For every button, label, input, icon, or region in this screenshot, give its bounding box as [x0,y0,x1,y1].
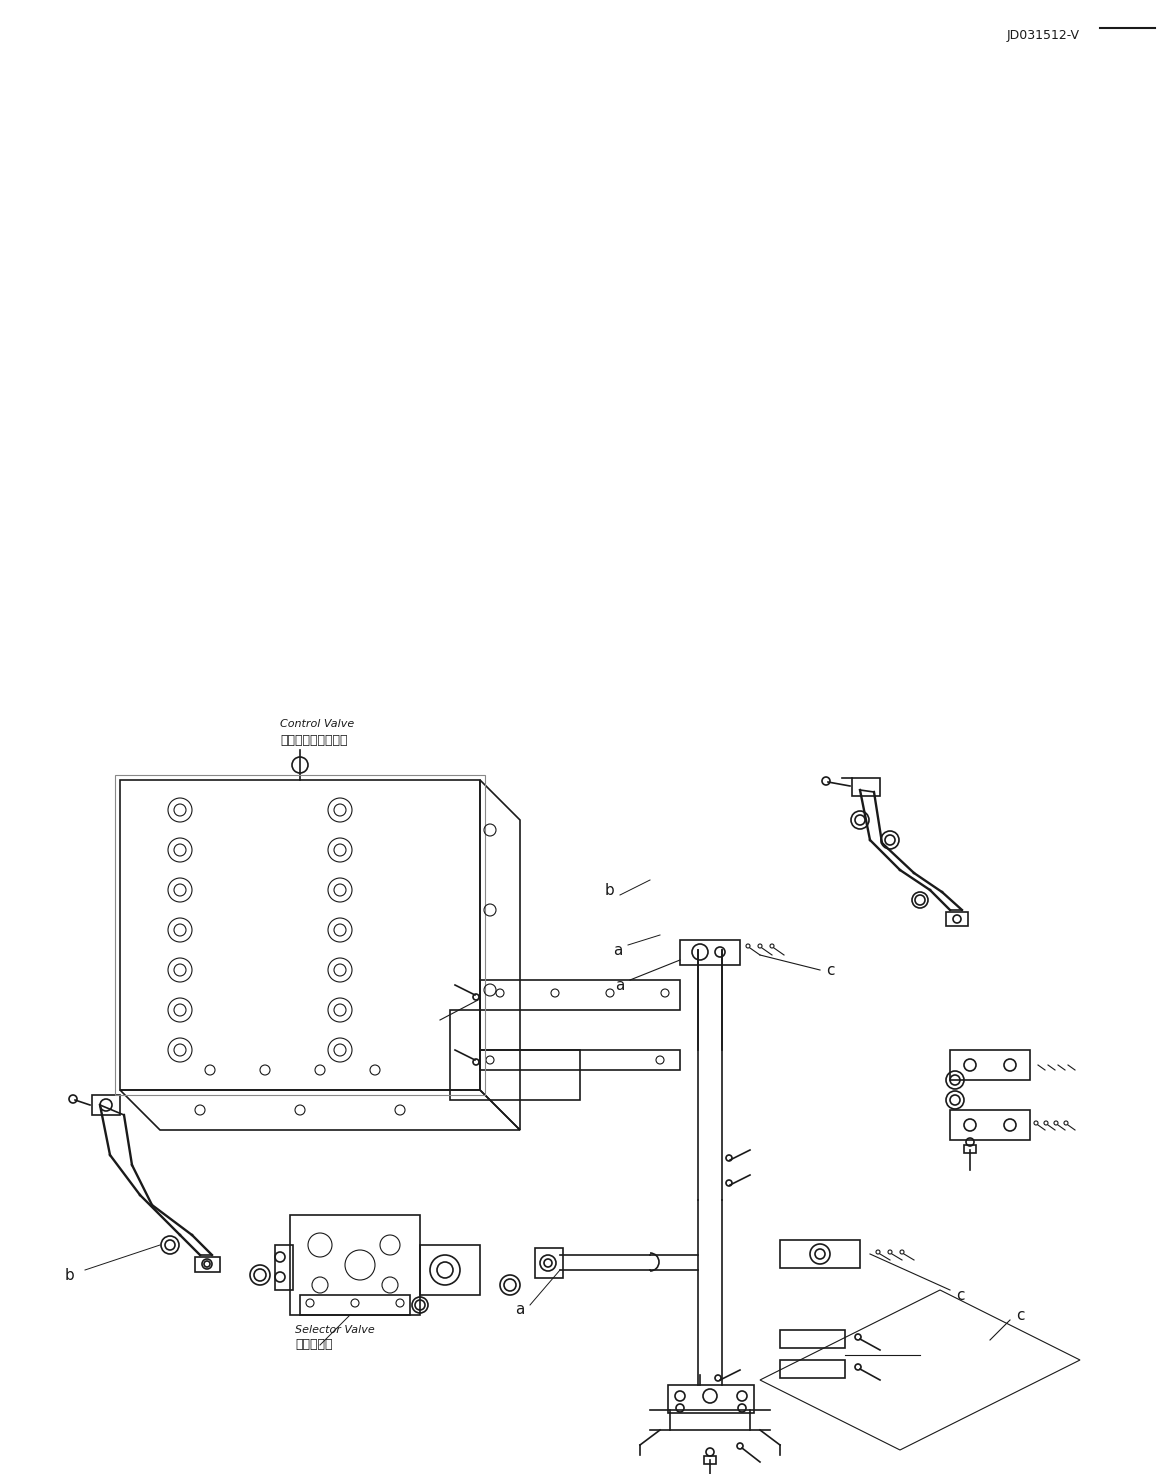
Text: コントロールバルブ: コントロールバルブ [280,734,347,746]
Bar [946,912,968,926]
Bar [780,1330,845,1349]
Bar [115,775,485,1095]
Bar [535,1248,563,1278]
Bar [668,1386,754,1414]
Text: a: a [613,942,623,958]
Bar [420,1246,480,1296]
Text: a: a [515,1303,525,1318]
Bar [950,1049,1030,1080]
Text: a: a [616,977,625,992]
Text: Selector Valve: Selector Valve [295,1325,374,1335]
Bar [680,940,740,965]
Bar [480,1049,680,1070]
Bar [780,1240,861,1268]
Bar [120,780,480,1089]
Text: c: c [956,1287,964,1303]
Bar [964,1145,976,1153]
Text: c: c [1016,1307,1024,1322]
Bar [290,1215,420,1315]
Text: Control Valve: Control Valve [280,719,354,730]
Bar [300,1296,410,1315]
Bar [92,1095,120,1114]
Text: b: b [605,883,614,898]
Bar [852,778,880,796]
Text: c: c [826,963,834,977]
Text: JD031512-V: JD031512-V [1007,28,1080,41]
Bar [950,1110,1030,1139]
Text: b: b [65,1268,75,1282]
Bar [780,1361,845,1378]
Text: 切り抛え弁: 切り抛え弁 [295,1338,332,1352]
Bar [275,1246,293,1290]
Bar [195,1257,220,1272]
Bar [704,1456,716,1464]
Bar [480,980,680,1010]
